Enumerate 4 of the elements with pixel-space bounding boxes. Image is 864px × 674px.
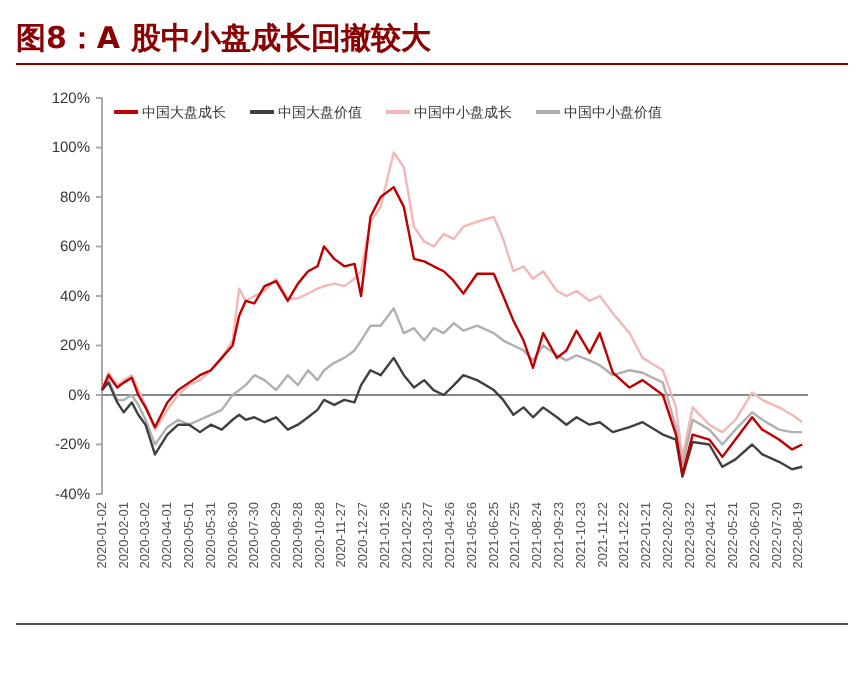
chart-title: 图8：A 股中小盘成长回撤较大 bbox=[16, 20, 433, 56]
line-series bbox=[100, 356, 804, 478]
line-series bbox=[100, 151, 804, 459]
line-series bbox=[100, 185, 804, 476]
